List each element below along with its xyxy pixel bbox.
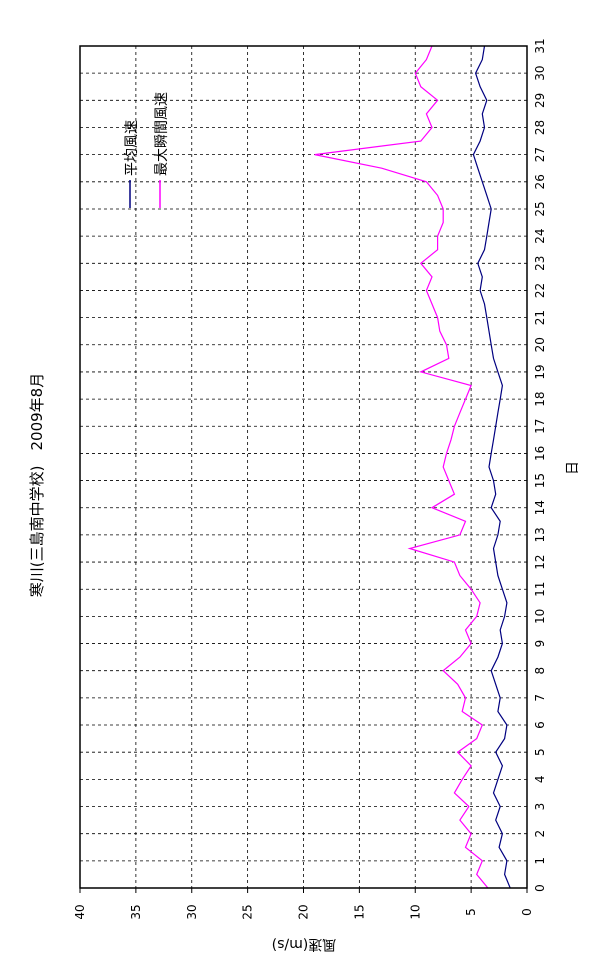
x-tick-label: 9: [533, 640, 547, 648]
x-tick-label: 22: [533, 283, 547, 298]
y-tick-label: 25: [241, 904, 255, 919]
y-tick-label: 10: [408, 904, 422, 919]
x-tick-label: 0: [533, 884, 547, 892]
y-tick-label: 40: [73, 904, 87, 919]
x-tick-label: 31: [533, 38, 547, 53]
x-tick-label: 12: [533, 554, 547, 569]
x-axis-label: 日: [565, 461, 581, 475]
x-tick-label: 30: [533, 66, 547, 81]
chart-title: 寒川(三島南中学校) 2009年8月: [28, 373, 46, 597]
x-tick-label: 1: [533, 857, 547, 865]
x-tick-label: 19: [533, 364, 547, 379]
x-tick-label: 18: [533, 391, 547, 406]
y-tick-label: 5: [464, 908, 478, 916]
x-tick-label: 2: [533, 830, 547, 838]
y-tick-label: 0: [520, 908, 534, 916]
x-tick-label: 21: [533, 310, 547, 325]
legend-label-0: 平均風速: [124, 120, 140, 176]
x-tick-label: 14: [533, 500, 547, 515]
x-tick-label: 29: [533, 93, 547, 108]
x-tick-label: 24: [533, 228, 547, 243]
x-tick-label: 15: [533, 473, 547, 488]
x-tick-label: 10: [533, 609, 547, 624]
x-tick-label: 6: [533, 721, 547, 729]
x-tick-label: 17: [533, 419, 547, 434]
x-tick-label: 28: [533, 120, 547, 135]
series-line-0: [472, 45, 511, 889]
y-axis-label: 風速(m/s): [272, 936, 337, 952]
y-tick-label: 15: [352, 904, 366, 919]
x-tick-label: 3: [533, 803, 547, 811]
x-tick-label: 8: [533, 667, 547, 675]
y-tick-label: 20: [297, 904, 311, 919]
series-line-1: [314, 45, 489, 889]
x-tick-label: 20: [533, 337, 547, 352]
x-tick-label: 23: [533, 256, 547, 271]
x-tick-label: 25: [533, 201, 547, 216]
x-tick-label: 13: [533, 527, 547, 542]
plot-area: [79, 45, 528, 889]
x-tick-label: 27: [533, 147, 547, 162]
x-tick-label: 5: [533, 748, 547, 756]
y-tick-label: 30: [185, 904, 199, 919]
x-tick-label: 11: [533, 582, 547, 597]
x-tick-label: 4: [533, 776, 547, 784]
legend: 平均風速 最大瞬間風速: [124, 92, 170, 208]
x-tick-label: 7: [533, 694, 547, 702]
x-tick-label: 26: [533, 174, 547, 189]
legend-label-1: 最大瞬間風速: [154, 92, 170, 176]
x-tick-label: 16: [533, 446, 547, 461]
y-tick-label: 35: [129, 904, 143, 919]
